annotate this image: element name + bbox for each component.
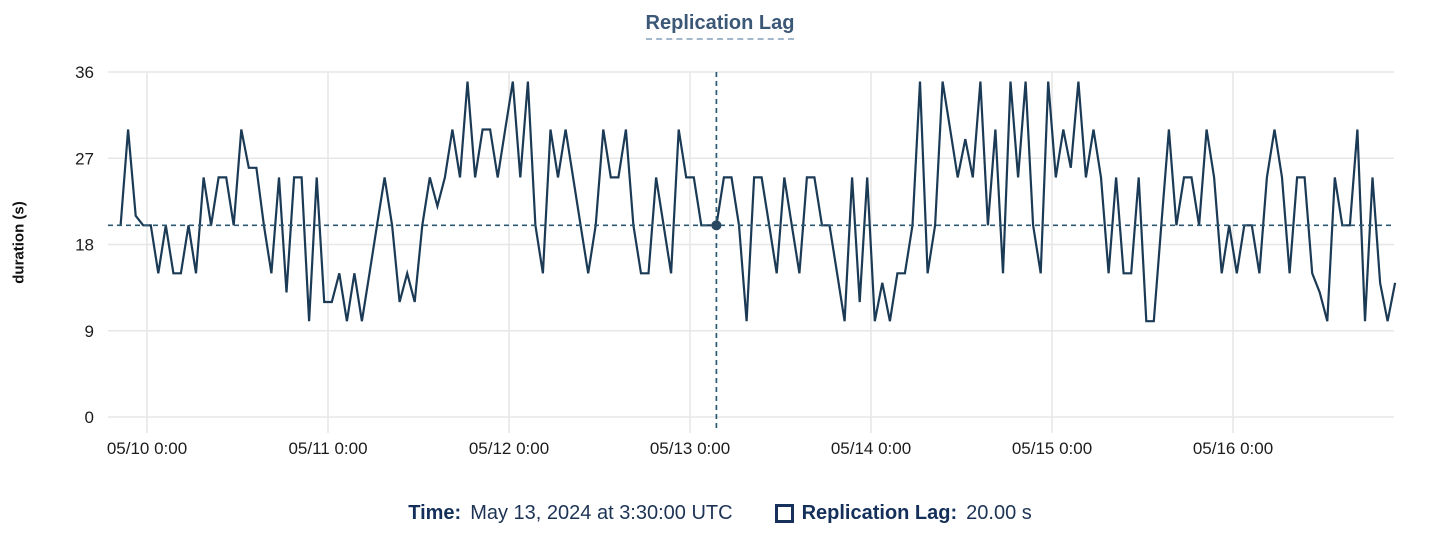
- x-tick-label: 05/13 0:00: [650, 439, 730, 458]
- crosshair-readout: Time: May 13, 2024 at 3:30:00 UTC Replic…: [0, 502, 1440, 525]
- x-tick-label: 05/15 0:00: [1012, 439, 1092, 458]
- plot-area[interactable]: 0 9 18 27 36 05/10 0:00 05/11 0:00 05/12 0:00 05…: [0, 0, 1440, 480]
- x-tick-label: 05/12 0:00: [469, 439, 549, 458]
- time-value: May 13, 2024 at 3:30:00 UTC: [470, 502, 733, 524]
- chart-title[interactable]: Replication Lag: [645, 12, 795, 40]
- x-tick-label: 05/16 0:00: [1193, 439, 1273, 458]
- chart-title-row: Replication Lag: [0, 12, 1440, 40]
- y-tick-label: 18: [75, 236, 94, 255]
- series-label[interactable]: Replication Lag:: [801, 502, 958, 524]
- x-tick-label: 05/11 0:00: [288, 439, 367, 458]
- y-tick-label: 27: [75, 149, 94, 168]
- time-label: Time:: [408, 502, 462, 524]
- x-tick-label: 05/14 0:00: [831, 439, 911, 458]
- series-value: 20.00 s: [966, 502, 1032, 524]
- x-tick-label: 05/10 0:00: [107, 439, 187, 458]
- y-tick-label: 36: [75, 63, 94, 82]
- y-tick-label: 9: [85, 322, 94, 341]
- series-swatch-icon[interactable]: [774, 504, 794, 523]
- series-line: [119, 81, 1397, 323]
- crosshair-dot: [711, 220, 722, 231]
- y-tick-label: 0: [85, 408, 94, 427]
